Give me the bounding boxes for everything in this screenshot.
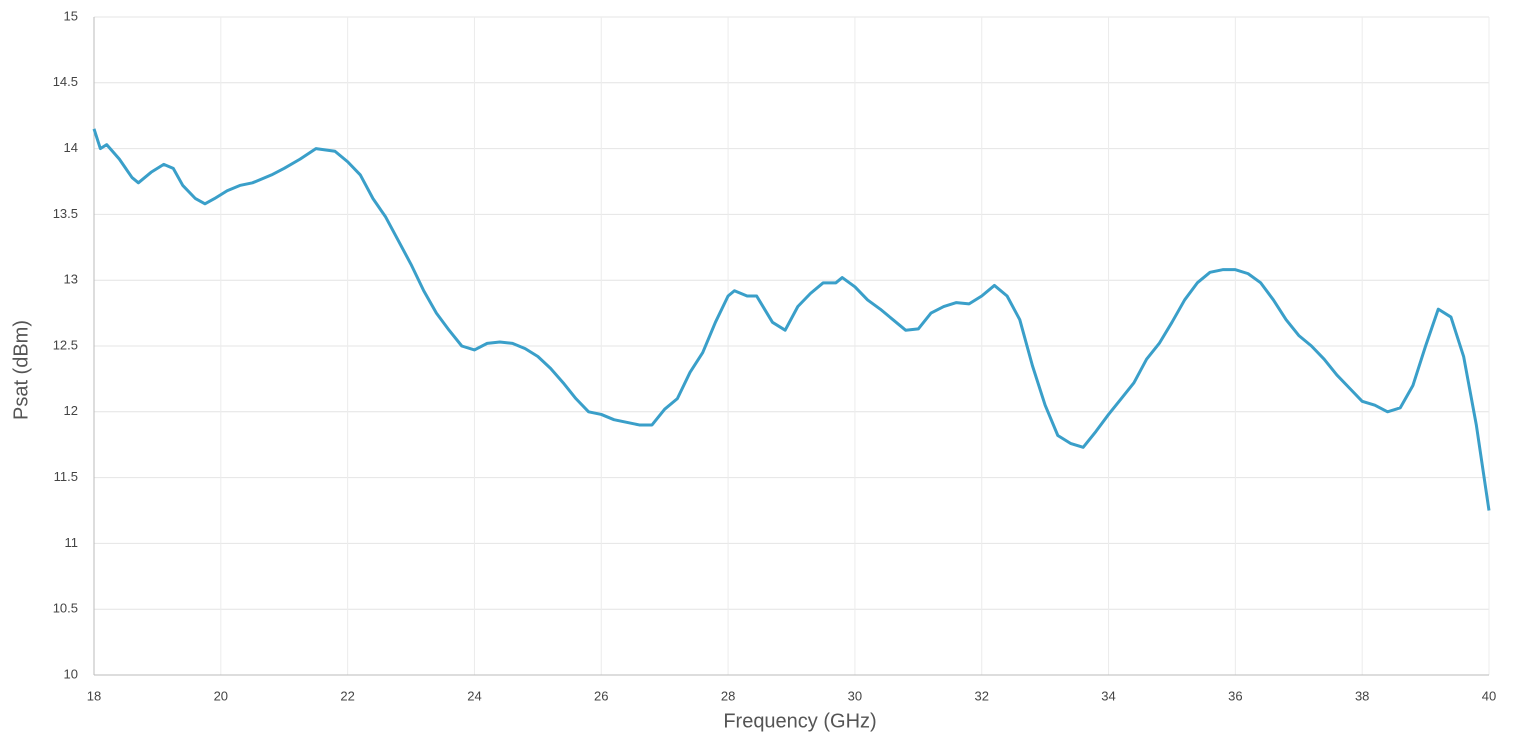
y-tick-label: 14.5	[53, 74, 78, 89]
x-axis-title: Frequency (GHz)	[723, 710, 876, 732]
x-tick-label: 26	[594, 688, 608, 703]
x-tick-label: 40	[1482, 688, 1496, 703]
y-axis-title: Psat (dBm)	[10, 320, 32, 420]
x-tick-label: 34	[1101, 688, 1115, 703]
x-tick-label: 30	[848, 688, 862, 703]
y-tick-label: 14	[64, 140, 78, 155]
x-tick-label: 24	[467, 688, 481, 703]
y-tick-label: 12	[64, 403, 78, 418]
x-tick-label: 20	[214, 688, 228, 703]
y-tick-label: 10.5	[53, 601, 78, 616]
x-tick-label: 22	[340, 688, 354, 703]
y-tick-label: 11.5	[54, 469, 78, 484]
x-tick-label: 32	[974, 688, 988, 703]
y-tick-label: 15	[64, 8, 78, 23]
y-tick-label: 10	[64, 666, 78, 681]
x-tick-label: 28	[721, 688, 735, 703]
x-tick-label: 18	[87, 688, 101, 703]
y-tick-label: 11	[65, 535, 79, 550]
y-tick-label: 13	[64, 272, 78, 287]
data-line	[92, 128, 1491, 511]
x-tick-label: 38	[1355, 688, 1369, 703]
x-tick-label: 36	[1228, 688, 1242, 703]
y-tick-label: 13.5	[53, 206, 78, 221]
y-tick-label: 12.5	[53, 337, 78, 352]
